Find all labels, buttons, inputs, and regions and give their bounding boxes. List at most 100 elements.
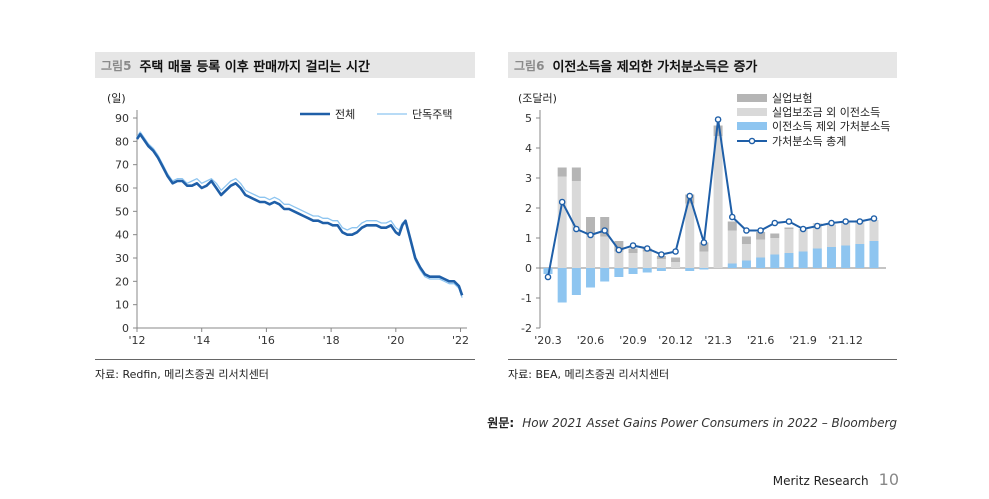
- series-line-total: [135, 133, 464, 296]
- bar-segment: [600, 268, 610, 282]
- legend-swatch: [737, 108, 767, 116]
- bar-segment: [557, 167, 567, 177]
- total-income-point: [856, 218, 864, 225]
- bar-segment: [699, 268, 709, 270]
- y-tick-label: 4: [525, 142, 532, 155]
- disposable-income-chart: (조달러) -2 -1 0 1 2 3 4 5 '20.3 '20.6 '20.9 '20.12 '21.…: [518, 92, 890, 347]
- bar-segment: [628, 248, 638, 253]
- total-income-point: [757, 227, 764, 234]
- bar-segment: [614, 241, 624, 252]
- legend-marker: [748, 137, 756, 145]
- bar-segment: [713, 125, 723, 136]
- x-tick-label: '20.12: [658, 334, 693, 347]
- bar-segment: [685, 203, 695, 268]
- total-income-point: [686, 192, 694, 200]
- bar-segment: [571, 167, 581, 181]
- legend-label: 전체: [335, 108, 355, 121]
- bar-segment: [741, 244, 751, 261]
- bar-segment: [756, 257, 766, 268]
- total-income-point: [629, 242, 637, 249]
- y-tick-label: 20: [115, 275, 129, 288]
- credit-link-text[interactable]: How 2021 Asset Gains Power Consumers in …: [522, 416, 897, 430]
- total-income-point: [573, 225, 580, 233]
- bar-segment: [770, 254, 780, 268]
- bar-segment: [869, 241, 879, 268]
- y-unit-label: (조달러): [518, 92, 557, 105]
- y-tick-label: -1: [521, 292, 532, 305]
- legend-label: 단독주택: [412, 108, 452, 121]
- bar-segment: [586, 235, 596, 268]
- bar-segment: [614, 268, 624, 277]
- bar-segment: [756, 232, 766, 240]
- total-income-point: [643, 245, 651, 252]
- total-income-point: [714, 116, 722, 123]
- bar-segment: [586, 217, 596, 235]
- y-tick-label: 50: [115, 205, 129, 218]
- total-income-point: [842, 218, 849, 225]
- x-tick-label: '18: [323, 334, 340, 347]
- figure-6-panel: 그림6 이전소득을 제외한 가처분소득은 증가 (조달러) -2 -1 0 1 2 3 4 5 '…: [508, 52, 897, 392]
- y-tick-label: 30: [115, 252, 129, 265]
- bar-segment: [699, 251, 709, 268]
- y-tick-label: 0: [525, 262, 532, 275]
- total-income-point: [799, 225, 807, 233]
- bar-segment: [671, 257, 681, 262]
- bar-segment: [713, 136, 723, 268]
- bar-segment: [798, 251, 808, 268]
- bar-segment: [656, 259, 666, 268]
- credit-label: 원문:: [487, 416, 515, 430]
- bar-segment: [756, 239, 766, 258]
- bar-segment: [642, 251, 652, 268]
- total-income-point: [587, 231, 594, 239]
- x-tick-label: '20.3: [534, 334, 562, 347]
- y-tick-label: 70: [115, 159, 129, 172]
- x-tick-label: '20: [387, 334, 404, 347]
- x-tick-label: '12: [128, 334, 145, 347]
- bar-segment: [656, 268, 666, 271]
- total-income-point: [743, 227, 750, 234]
- bar-segment: [571, 181, 581, 268]
- total-income-point: [828, 219, 835, 227]
- legend-swatch: [737, 122, 767, 130]
- figure-6-bottom-rule: [508, 359, 897, 360]
- x-tick-label: '21.12: [828, 334, 863, 347]
- bar-segment: [727, 230, 737, 264]
- legend-swatch: [737, 94, 767, 102]
- bar-segment: [671, 262, 681, 268]
- y-tick-label: 3: [525, 172, 532, 185]
- figure-5-title: 주택 매물 등록 이후 판매까지 걸리는 시간: [139, 59, 370, 75]
- bar-segment: [586, 268, 596, 288]
- bar-segment: [727, 221, 737, 231]
- x-tick-label: '21.3: [704, 334, 732, 347]
- bar-segment: [557, 268, 567, 303]
- legend-label: 실업보험: [772, 92, 812, 105]
- bar-segment: [784, 253, 794, 268]
- total-income-point: [728, 213, 736, 221]
- x-tick-label: '20.6: [577, 334, 605, 347]
- figure-6-source: 자료: BEA, 메리츠증권 리서치센터: [508, 368, 670, 381]
- y-unit-label: (일): [107, 91, 126, 105]
- y-tick-label: 40: [115, 229, 129, 242]
- bar-segment: [699, 242, 709, 252]
- x-tick-label: '21.9: [789, 334, 817, 347]
- total-income-point: [814, 222, 821, 230]
- y-tick-label: 60: [115, 182, 129, 195]
- bar-segment: [543, 268, 553, 274]
- bar-segment: [784, 229, 794, 253]
- bar-segment: [841, 221, 851, 246]
- legend-label: 이전소득 제외 가처분소득: [772, 120, 890, 133]
- bar-segment: [770, 233, 780, 238]
- bar-segment: [855, 220, 865, 244]
- x-tick-label: '22: [452, 334, 469, 347]
- bar-segment: [741, 236, 751, 244]
- y-tick-label: 1: [525, 232, 532, 245]
- bar-segment: [784, 227, 794, 229]
- bar-segment: [770, 238, 780, 255]
- total-income-point: [615, 246, 623, 254]
- bar-segment: [869, 220, 879, 241]
- bar-segment: [628, 268, 638, 274]
- bar-segment: [741, 260, 751, 268]
- bar-segment: [855, 244, 865, 268]
- total-income-point: [544, 273, 552, 281]
- bar-segment: [826, 224, 836, 247]
